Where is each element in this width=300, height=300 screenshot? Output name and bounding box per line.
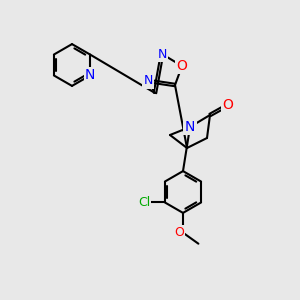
Text: Cl: Cl — [138, 196, 150, 209]
Text: O: O — [177, 59, 188, 73]
Text: N: N — [157, 47, 167, 61]
Text: O: O — [174, 226, 184, 239]
Text: N: N — [185, 120, 195, 134]
Text: N: N — [85, 68, 95, 83]
Text: N: N — [143, 74, 153, 88]
Text: O: O — [223, 98, 233, 112]
